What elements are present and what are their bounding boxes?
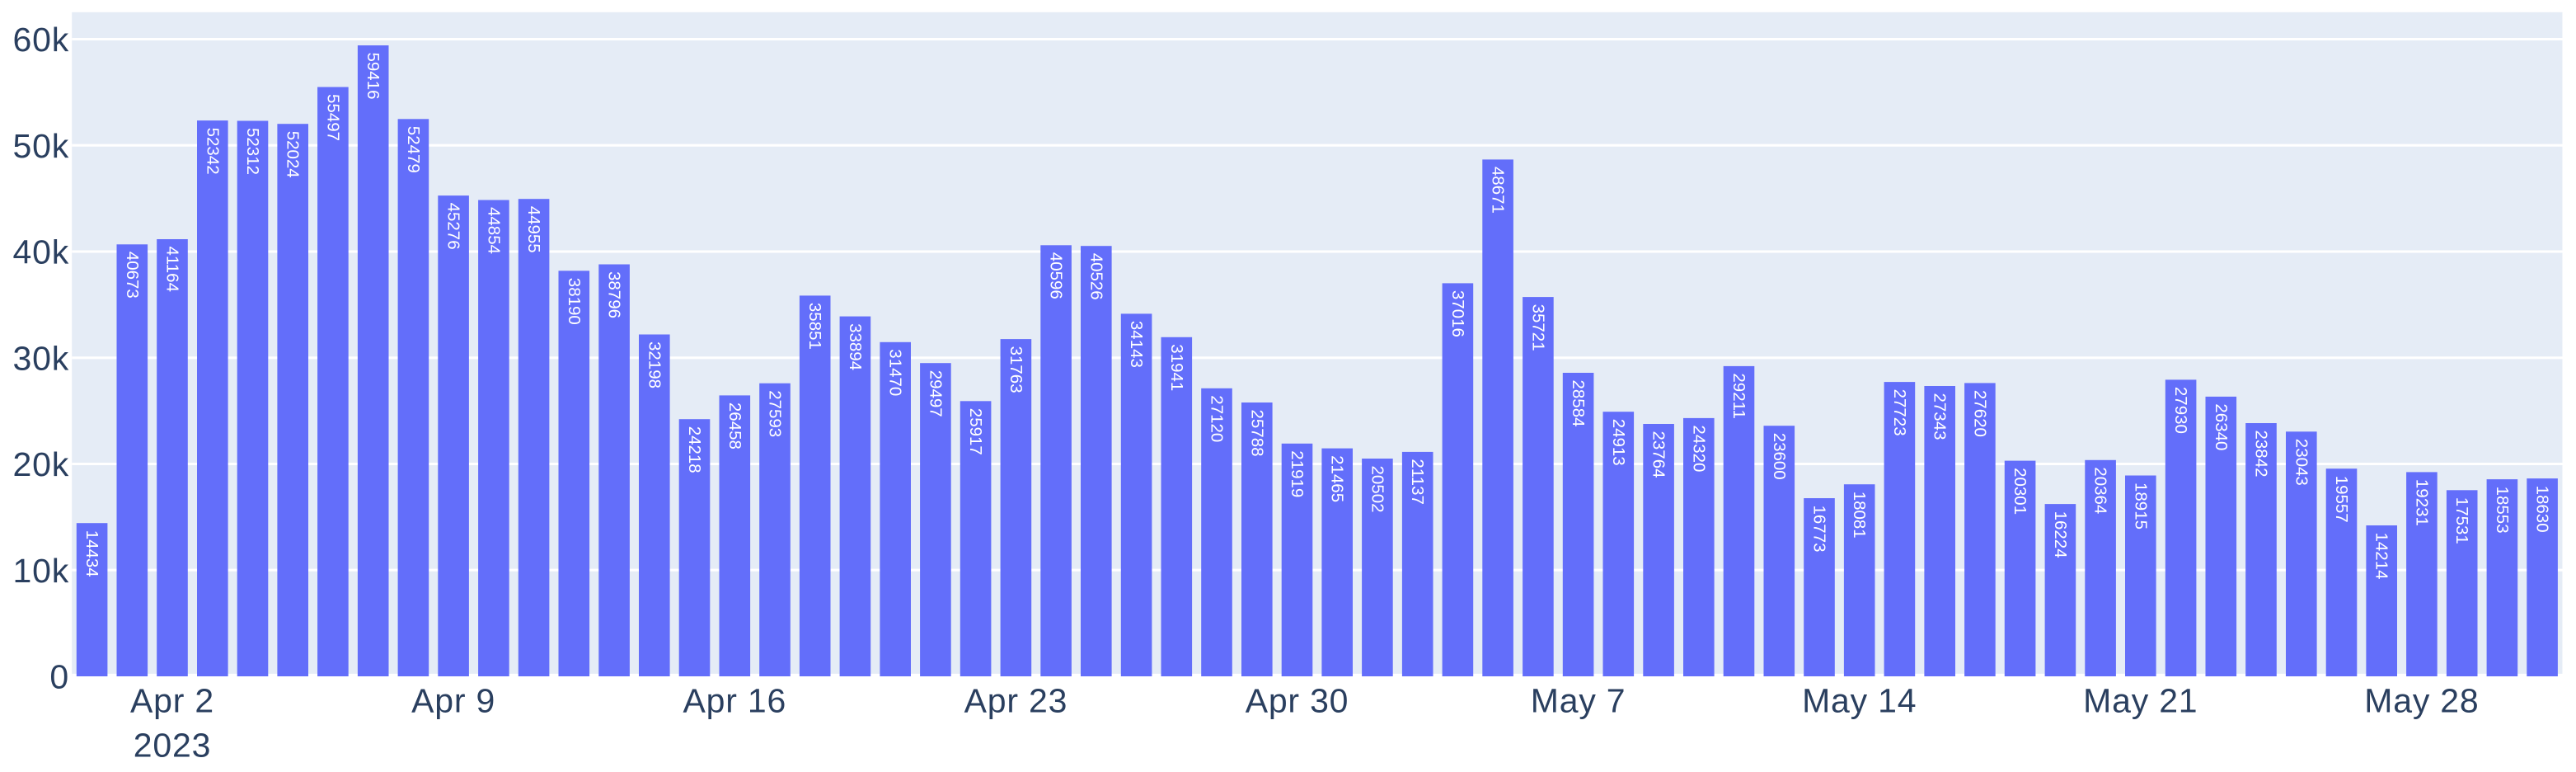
- svg-text:31763: 31763: [1006, 346, 1025, 393]
- svg-text:14434: 14434: [82, 530, 101, 577]
- svg-text:20k: 20k: [12, 445, 69, 483]
- svg-text:18081: 18081: [1850, 492, 1869, 539]
- svg-text:32198: 32198: [645, 341, 664, 388]
- svg-text:May 7: May 7: [1531, 681, 1626, 719]
- svg-text:26458: 26458: [725, 402, 744, 450]
- svg-text:18553: 18553: [2493, 487, 2512, 534]
- svg-text:23764: 23764: [1649, 431, 1668, 478]
- svg-text:2023: 2023: [134, 727, 211, 765]
- svg-text:17531: 17531: [2452, 497, 2471, 544]
- svg-text:16773: 16773: [1810, 506, 1829, 553]
- svg-text:30k: 30k: [12, 339, 69, 377]
- svg-text:60k: 60k: [12, 21, 69, 59]
- svg-text:21919: 21919: [1288, 450, 1307, 497]
- svg-text:Apr 30: Apr 30: [1246, 681, 1349, 719]
- svg-text:Apr 16: Apr 16: [683, 681, 786, 719]
- svg-text:40526: 40526: [1086, 253, 1105, 300]
- svg-text:50k: 50k: [12, 127, 69, 165]
- svg-text:40673: 40673: [123, 252, 142, 299]
- svg-text:27593: 27593: [766, 390, 785, 437]
- svg-text:27723: 27723: [1890, 389, 1909, 436]
- svg-text:21465: 21465: [1328, 455, 1347, 502]
- svg-text:27930: 27930: [2171, 387, 2190, 434]
- svg-text:25788: 25788: [1247, 410, 1266, 457]
- svg-text:24218: 24218: [685, 426, 704, 473]
- svg-text:23043: 23043: [2292, 439, 2311, 486]
- svg-text:23600: 23600: [1770, 433, 1789, 480]
- svg-text:0: 0: [49, 658, 69, 696]
- svg-text:27620: 27620: [1970, 390, 1989, 437]
- svg-text:45276: 45276: [444, 203, 463, 250]
- svg-text:18630: 18630: [2533, 486, 2552, 533]
- svg-text:55497: 55497: [323, 94, 342, 141]
- svg-text:33894: 33894: [846, 323, 865, 370]
- svg-text:25917: 25917: [966, 408, 985, 455]
- svg-text:19231: 19231: [2412, 479, 2431, 526]
- svg-text:10k: 10k: [12, 552, 69, 590]
- svg-text:16224: 16224: [2051, 511, 2070, 558]
- svg-text:52479: 52479: [404, 126, 423, 173]
- svg-text:31941: 31941: [1167, 344, 1186, 391]
- svg-text:41164: 41164: [163, 247, 182, 292]
- svg-text:21137: 21137: [1408, 459, 1427, 504]
- svg-text:Apr 9: Apr 9: [411, 681, 495, 719]
- svg-text:20502: 20502: [1368, 466, 1387, 513]
- svg-text:52312: 52312: [243, 128, 262, 175]
- svg-text:37016: 37016: [1448, 290, 1467, 337]
- svg-text:May 28: May 28: [2364, 681, 2479, 719]
- svg-text:28584: 28584: [1569, 380, 1588, 427]
- svg-text:44854: 44854: [484, 207, 503, 254]
- svg-text:18915: 18915: [2131, 482, 2150, 530]
- svg-text:19557: 19557: [2332, 476, 2351, 523]
- svg-text:23842: 23842: [2252, 431, 2271, 478]
- svg-text:40596: 40596: [1047, 252, 1066, 299]
- svg-text:Apr 23: Apr 23: [964, 681, 1068, 719]
- svg-text:52342: 52342: [203, 128, 222, 175]
- svg-text:Apr 2: Apr 2: [130, 681, 214, 719]
- svg-text:40k: 40k: [12, 233, 69, 271]
- svg-text:14214: 14214: [2372, 533, 2391, 580]
- svg-text:29211: 29211: [1729, 373, 1748, 418]
- svg-text:59416: 59416: [364, 53, 382, 100]
- svg-text:35721: 35721: [1528, 304, 1547, 351]
- svg-text:35851: 35851: [805, 303, 824, 350]
- svg-text:31470: 31470: [886, 349, 905, 396]
- svg-text:20301: 20301: [2011, 468, 2029, 515]
- svg-text:29497: 29497: [926, 370, 945, 417]
- svg-text:May 14: May 14: [1802, 681, 1917, 719]
- svg-text:48671: 48671: [1489, 167, 1508, 214]
- svg-text:38796: 38796: [605, 271, 624, 318]
- svg-text:24320: 24320: [1689, 425, 1708, 472]
- svg-text:27343: 27343: [1931, 393, 1950, 440]
- svg-text:May 21: May 21: [2083, 681, 2198, 719]
- svg-text:44955: 44955: [524, 206, 543, 253]
- svg-text:24913: 24913: [1609, 419, 1628, 466]
- svg-text:26340: 26340: [2212, 403, 2231, 450]
- svg-text:52024: 52024: [284, 131, 303, 178]
- svg-text:20364: 20364: [2091, 467, 2110, 514]
- svg-text:38190: 38190: [565, 278, 584, 325]
- svg-text:34143: 34143: [1127, 321, 1146, 368]
- svg-text:27120: 27120: [1208, 395, 1227, 442]
